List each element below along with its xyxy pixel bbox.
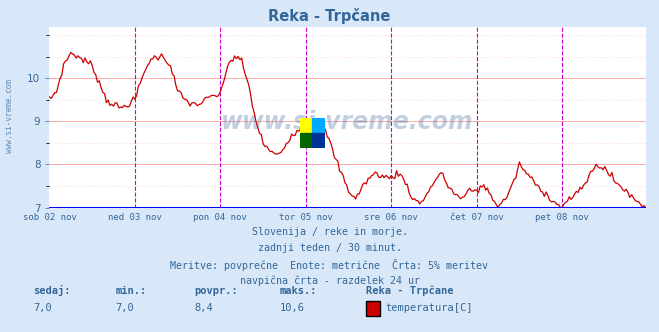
Text: 7,0: 7,0 — [33, 303, 51, 313]
Text: Slovenija / reke in morje.: Slovenija / reke in morje. — [252, 227, 407, 237]
Text: min.:: min.: — [115, 286, 146, 296]
Text: www.si-vreme.com: www.si-vreme.com — [5, 79, 14, 153]
Text: zadnji teden / 30 minut.: zadnji teden / 30 minut. — [258, 243, 401, 253]
Bar — [312, 133, 325, 148]
Text: Meritve: povprečne  Enote: metrične  Črta: 5% meritev: Meritve: povprečne Enote: metrične Črta:… — [171, 259, 488, 271]
Text: temperatura[C]: temperatura[C] — [386, 303, 473, 313]
Bar — [300, 118, 312, 133]
Text: sob 02 nov: sob 02 nov — [22, 213, 76, 222]
Text: Reka - Trpčane: Reka - Trpčane — [366, 285, 453, 296]
Text: tor 05 nov: tor 05 nov — [279, 213, 333, 222]
Text: povpr.:: povpr.: — [194, 286, 238, 296]
Bar — [300, 133, 312, 148]
Text: 8,4: 8,4 — [194, 303, 213, 313]
Text: sedaj:: sedaj: — [33, 285, 71, 296]
Text: www.si-vreme.com: www.si-vreme.com — [221, 111, 474, 134]
Text: 10,6: 10,6 — [280, 303, 305, 313]
Text: navpična črta - razdelek 24 ur: navpična črta - razdelek 24 ur — [239, 275, 420, 286]
Text: ned 03 nov: ned 03 nov — [108, 213, 161, 222]
Text: 7,0: 7,0 — [115, 303, 134, 313]
Text: pet 08 nov: pet 08 nov — [535, 213, 589, 222]
Bar — [312, 118, 325, 133]
Text: Reka - Trpčane: Reka - Trpčane — [268, 8, 391, 24]
Text: maks.:: maks.: — [280, 286, 318, 296]
Text: sre 06 nov: sre 06 nov — [364, 213, 418, 222]
Text: čet 07 nov: čet 07 nov — [450, 213, 503, 222]
Text: pon 04 nov: pon 04 nov — [194, 213, 247, 222]
